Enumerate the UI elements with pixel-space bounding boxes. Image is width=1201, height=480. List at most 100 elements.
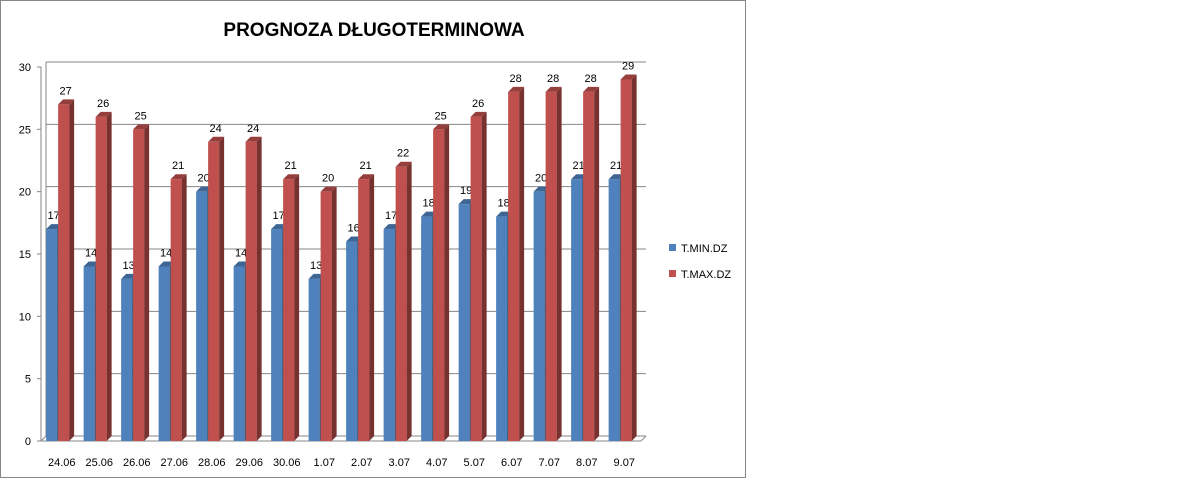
y-axis-ticks: 0 5 10 15 20 25 30	[19, 62, 41, 448]
y-tick-label: 30	[19, 62, 31, 74]
x-tick-label: 25.06	[85, 457, 113, 469]
bar-tmax	[433, 129, 445, 442]
x-tick-label: 2.07	[351, 457, 372, 469]
x-tick-label: 27.06	[160, 457, 188, 469]
chart-frame: PROGNOZA DŁUGOTERMINOWA 0 5 10 15 20 25 30 17 2…	[0, 0, 746, 478]
bar-top	[133, 124, 150, 130]
bar-top	[508, 86, 525, 92]
x-tick-label: 4.07	[426, 457, 447, 469]
data-label: 24	[210, 123, 222, 135]
bar-side	[406, 161, 412, 441]
data-label: 13	[123, 260, 135, 272]
bar-top	[358, 174, 375, 180]
bar-tmax	[620, 79, 632, 441]
bar-side	[519, 86, 525, 441]
floor-edge-left	[40, 435, 47, 442]
x-tick-label: 28.06	[198, 457, 226, 469]
bar-tmax	[508, 91, 520, 441]
x-tick-label: 8.07	[576, 457, 597, 469]
y-tick-label: 20	[19, 187, 31, 199]
bar-top	[545, 86, 562, 92]
bar-tmin	[496, 216, 508, 441]
bar-top	[208, 136, 225, 142]
data-label: 17	[48, 210, 60, 222]
bar-tmax	[208, 141, 220, 442]
data-label: 25	[435, 110, 447, 122]
data-label: 14	[160, 247, 172, 259]
data-label: 25	[135, 110, 147, 122]
data-label: 21	[172, 160, 184, 172]
bar-side	[594, 86, 600, 441]
bar-side	[144, 124, 150, 441]
bar-side	[106, 111, 112, 441]
data-label: 14	[85, 247, 97, 259]
bar-tmin	[458, 204, 470, 441]
data-label: 20	[322, 173, 334, 185]
data-label: 21	[360, 160, 372, 172]
x-tick-label: 30.06	[273, 457, 301, 469]
bar-top	[583, 86, 600, 92]
bar-side	[331, 186, 337, 441]
bar-tmin	[421, 216, 433, 441]
bar-side	[256, 136, 262, 442]
bar-side	[631, 74, 637, 441]
bar-tmax	[170, 179, 182, 441]
data-label: 17	[385, 210, 397, 222]
legend-label: T.MAX.DZ	[681, 269, 731, 281]
floor-edge-right	[640, 435, 647, 442]
bar-tmax	[245, 141, 257, 442]
bar-tmax	[470, 116, 482, 441]
bar-side	[181, 174, 187, 441]
data-label: 20	[198, 173, 210, 185]
bar-side	[556, 86, 562, 441]
data-label: 18	[498, 198, 510, 210]
bars: 17 27 14 26 13 25 14 21 20 24 14 24 17 21 13 20 16 21 17 22…	[46, 60, 637, 442]
bar-tmax	[58, 104, 70, 442]
bar-tmax	[95, 116, 107, 441]
bar-tmin	[233, 266, 245, 441]
bar-tmax	[545, 91, 557, 441]
bar-top	[470, 111, 487, 117]
x-tick-label: 24.06	[48, 457, 76, 469]
data-label: 22	[397, 148, 409, 160]
x-tick-label: 29.06	[235, 457, 263, 469]
x-tick-label: 6.07	[501, 457, 522, 469]
bar-tmin	[533, 191, 545, 441]
data-label: 26	[472, 98, 484, 110]
y-tick-label: 5	[25, 374, 31, 386]
bar-side	[294, 174, 300, 441]
data-label: 29	[622, 60, 634, 72]
data-label: 24	[247, 123, 259, 135]
bar-chart: PROGNOZA DŁUGOTERMINOWA 0 5 10 15 20 25 30 17 2…	[19, 20, 732, 469]
y-tick-label: 15	[19, 249, 31, 261]
bar-tmin	[383, 229, 395, 441]
y-tick-label: 10	[19, 311, 31, 323]
x-tick-label: 5.07	[464, 457, 485, 469]
x-tick-label: 26.06	[123, 457, 151, 469]
data-label: 17	[273, 210, 285, 222]
bar-side	[69, 99, 75, 442]
legend-swatch	[669, 270, 676, 277]
bar-tmin	[571, 179, 583, 441]
data-label: 19	[460, 185, 472, 197]
bar-tmax	[358, 179, 370, 441]
bar-side	[219, 136, 225, 442]
bar-tmin	[346, 241, 358, 441]
x-axis-ticks: 24.06 25.06 26.06 27.06 28.06 29.06 30.06 1.07 2…	[48, 457, 635, 469]
y-tick-label: 25	[19, 124, 31, 136]
bar-tmin	[271, 229, 283, 441]
legend-label: T.MIN.DZ	[681, 243, 728, 255]
bar-tmin	[121, 278, 133, 441]
bar-tmax	[133, 129, 145, 442]
data-label: 21	[285, 160, 297, 172]
bar-side	[444, 124, 450, 441]
bar-tmin	[608, 179, 620, 441]
y-tick-label: 0	[25, 436, 31, 448]
bar-top	[433, 124, 450, 130]
bar-top	[395, 161, 412, 167]
data-label: 21	[610, 160, 622, 172]
x-tick-label: 1.07	[314, 457, 335, 469]
bar-tmin	[158, 266, 170, 441]
data-label: 28	[547, 73, 559, 85]
bar-tmax	[583, 91, 595, 441]
